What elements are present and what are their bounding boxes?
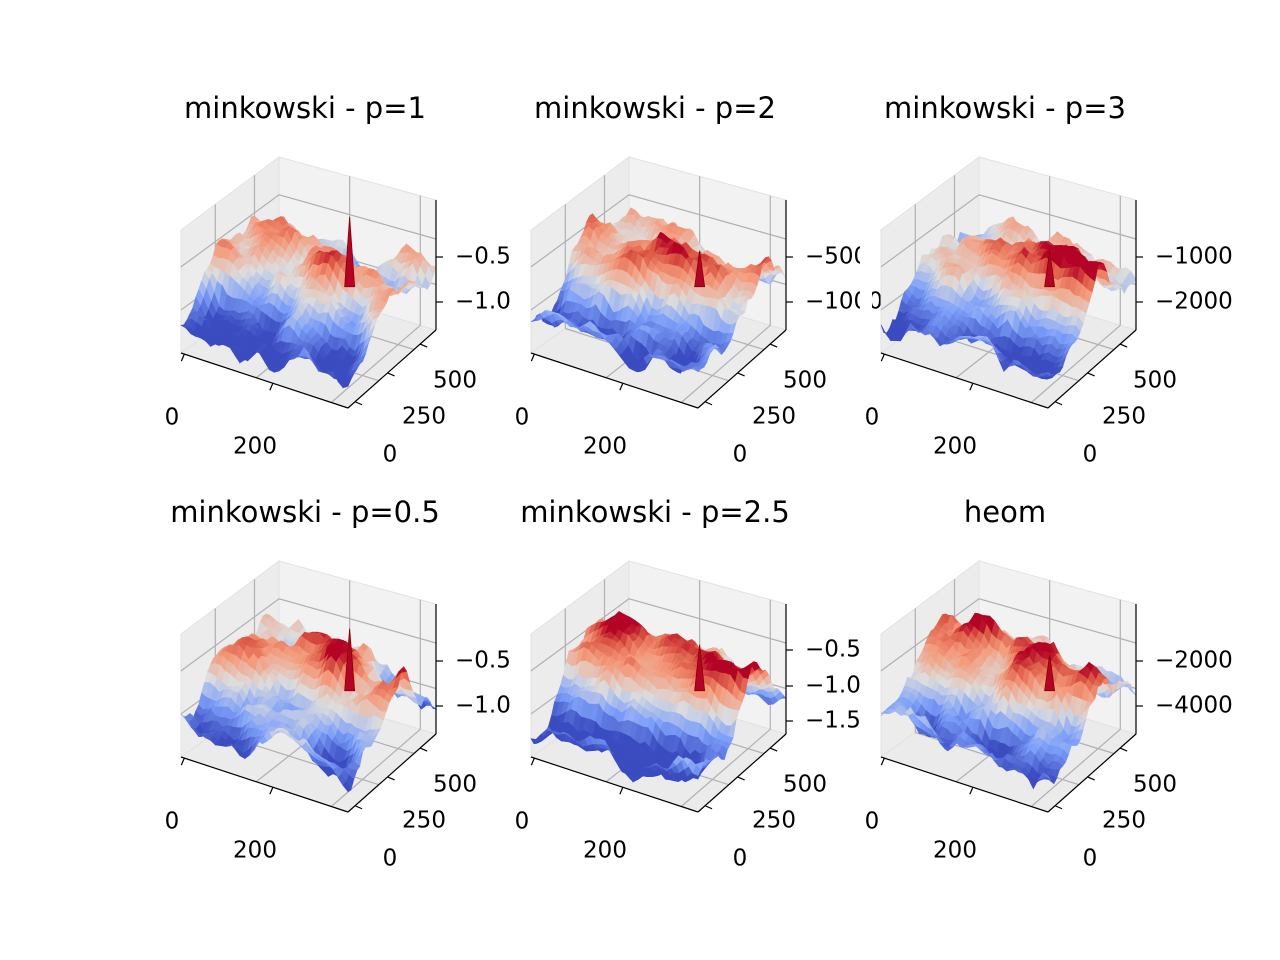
- y-tick-label: 500: [783, 368, 827, 394]
- y-tick-label: 250: [402, 404, 446, 430]
- subplot-title: minkowski - p=1: [184, 91, 426, 125]
- x-tick-label: 0: [165, 405, 180, 431]
- y-tick: [419, 747, 428, 752]
- x-tick: [180, 353, 185, 362]
- y-tick-label: 500: [433, 368, 477, 394]
- x-tick: [269, 787, 274, 795]
- y-tick-label: 0: [383, 846, 398, 872]
- x-tick: [969, 383, 974, 391]
- y-tick: [354, 401, 363, 406]
- y-tick-label: 250: [402, 808, 446, 834]
- surface: [530, 207, 787, 374]
- y-tick: [1087, 372, 1095, 377]
- x-tick: [619, 383, 624, 391]
- subplot-title: minkowski - p=2: [534, 91, 776, 125]
- z-tick-label: −0.5: [455, 648, 511, 674]
- x-tick-label: 0: [165, 809, 180, 835]
- y-tick: [737, 372, 745, 377]
- subplot-title: minkowski - p=0.5: [170, 495, 440, 529]
- grid-line: [530, 194, 787, 268]
- y-tick-label: 250: [1102, 404, 1146, 430]
- z-tick-label: −500: [805, 244, 868, 270]
- x-tick-label: 200: [583, 434, 627, 460]
- y-tick-label: 250: [752, 404, 796, 430]
- y-tick: [1119, 343, 1128, 348]
- x-tick: [180, 757, 185, 766]
- surface-patch: [342, 379, 352, 389]
- y-tick: [354, 805, 363, 810]
- y-tick-label: 0: [733, 442, 748, 468]
- z-tick-label: −2000: [1155, 289, 1233, 315]
- y-tick-label: 500: [433, 772, 477, 798]
- x-tick-label: 200: [233, 434, 277, 460]
- y-tick-label: 0: [383, 442, 398, 468]
- y-axis-line: [347, 329, 437, 409]
- x-axis-line: [180, 352, 349, 409]
- z-tick-label: −1.0: [455, 693, 511, 719]
- x-tick: [530, 353, 535, 362]
- subplot-title: minkowski - p=3: [884, 91, 1126, 125]
- grid-line: [680, 324, 771, 403]
- x-tick-label: 200: [933, 434, 977, 460]
- y-tick: [769, 343, 778, 348]
- y-tick-label: 500: [1133, 368, 1177, 394]
- y-tick: [1054, 401, 1063, 406]
- y-tick: [419, 343, 428, 348]
- z-tick-label: −1.0: [455, 289, 511, 315]
- x-tick: [880, 353, 885, 362]
- surface: [180, 215, 437, 389]
- y-tick: [387, 776, 395, 781]
- y-tick-label: 0: [1083, 442, 1098, 468]
- x-tick: [269, 383, 274, 391]
- grid-line: [180, 194, 437, 268]
- z-tick-label: −0.5: [455, 244, 511, 270]
- x-tick-label: 0: [515, 405, 530, 431]
- x-tick-label: 0: [865, 405, 880, 431]
- x-tick-label: 200: [233, 838, 277, 864]
- z-tick-label: −1000: [1155, 244, 1233, 270]
- surface-peak: [344, 216, 356, 288]
- grid-line: [330, 324, 421, 403]
- y-tick: [387, 372, 395, 377]
- y-tick: [704, 401, 713, 406]
